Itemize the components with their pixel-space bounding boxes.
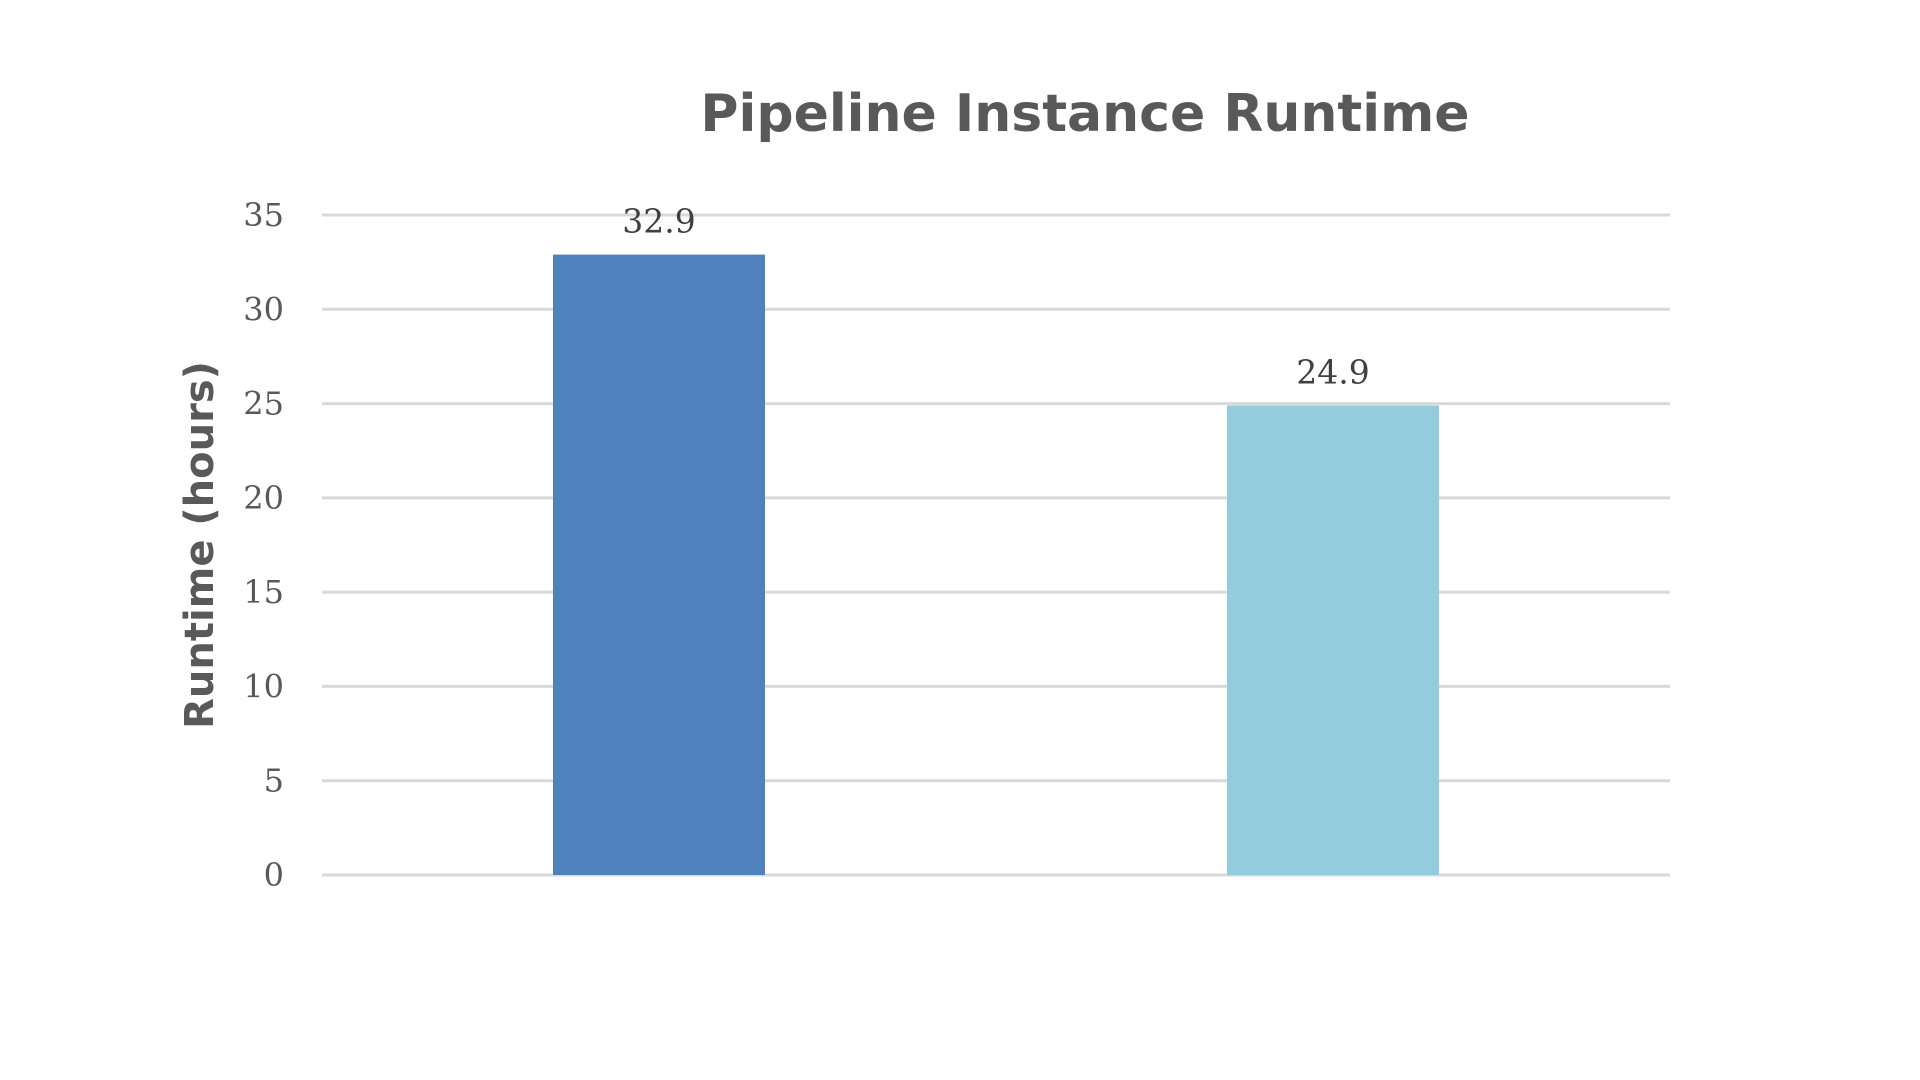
y-axis-ticks: 0 5 10 15 20 25 30 35	[243, 196, 284, 894]
bar	[1227, 405, 1439, 875]
bar	[553, 254, 765, 876]
y-axis-title: Runtime (hours)	[177, 361, 223, 729]
y-tick-label: 30	[243, 290, 284, 328]
gridlines	[322, 213, 1670, 877]
y-tick-label: 5	[264, 762, 284, 800]
y-tick-label: 10	[243, 667, 284, 705]
bar-data-label: 32.9	[622, 202, 695, 241]
y-tick-label: 35	[243, 196, 284, 234]
bars	[553, 254, 1439, 876]
y-tick-label: 25	[243, 385, 284, 423]
y-tick-label: 15	[243, 573, 284, 611]
chart-title: Pipeline Instance Runtime	[700, 84, 1469, 144]
bar-data-label: 24.9	[1296, 352, 1369, 391]
y-tick-label: 20	[243, 479, 284, 517]
y-tick-label: 0	[264, 856, 284, 894]
data-labels: 32.9 24.9	[622, 202, 1369, 392]
